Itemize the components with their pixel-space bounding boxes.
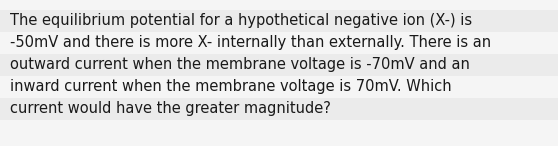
Bar [0,98,558,120]
Bar [0,10,558,32]
Bar [0,32,558,54]
Text: The equilibrium potential for a hypothetical negative ion (X-) is: The equilibrium potential for a hypothet… [10,13,472,28]
Text: -50mV and there is more X- internally than externally. There is an: -50mV and there is more X- internally th… [10,35,491,51]
Text: inward current when the membrane voltage is 70mV. Which: inward current when the membrane voltage… [10,80,451,94]
Text: current would have the greater magnitude?: current would have the greater magnitude… [10,101,331,117]
Bar [0,76,558,98]
Text: outward current when the membrane voltage is -70mV and an: outward current when the membrane voltag… [10,58,470,73]
Bar [0,54,558,76]
